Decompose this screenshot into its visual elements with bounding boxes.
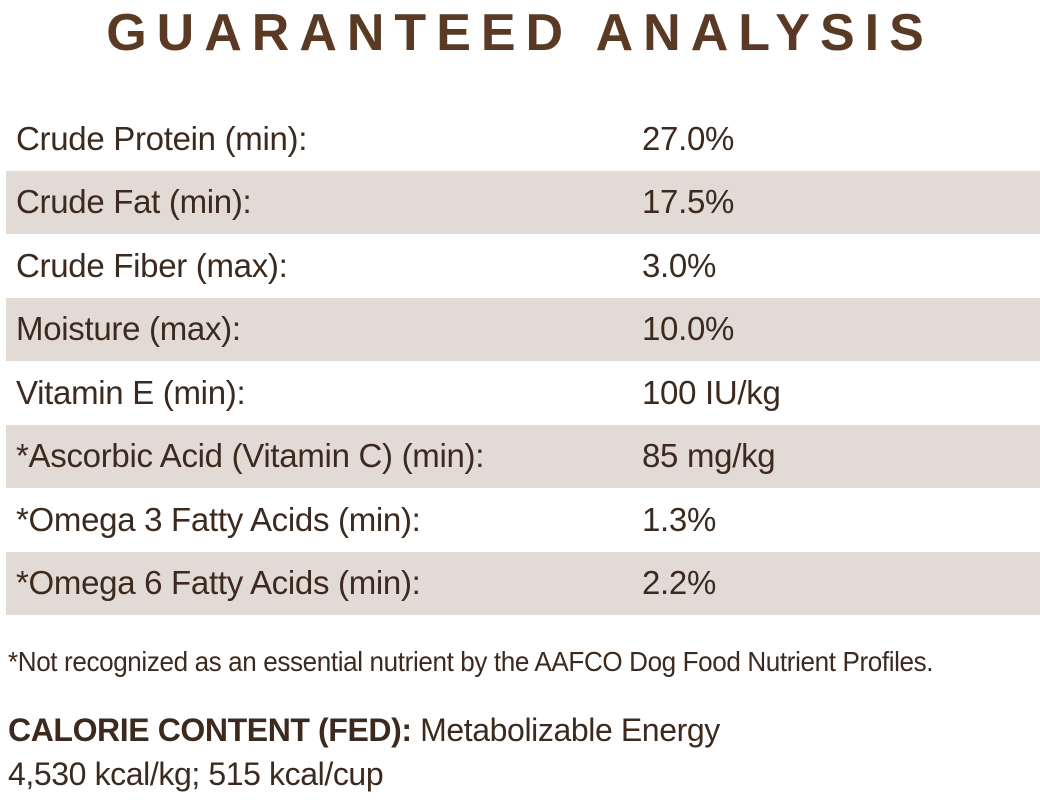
calorie-content-line: CALORIE CONTENT (FED): Metabolizable Ene… xyxy=(8,708,720,752)
nutrient-value: 1.3% xyxy=(642,500,717,538)
nutrient-label: Crude Fat (min): xyxy=(16,183,252,221)
calorie-content-heading: CALORIE CONTENT (FED): xyxy=(8,712,412,748)
nutrient-label: *Ascorbic Acid (Vitamin C) (min): xyxy=(16,437,485,475)
calorie-content-description: Metabolizable Energy xyxy=(420,712,720,748)
nutrient-value: 27.0% xyxy=(642,119,735,157)
table-row-moisture: Moisture (max): 10.0% xyxy=(6,297,1040,361)
table-row-omega-3: *Omega 3 Fatty Acids (min): 1.3% xyxy=(6,488,1040,552)
table-row-crude-fat: Crude Fat (min): 17.5% xyxy=(6,170,1040,234)
nutrient-label: Moisture (max): xyxy=(16,310,241,348)
table-row-crude-fiber: Crude Fiber (max): 3.0% xyxy=(6,234,1040,298)
table-row-ascorbic-acid: *Ascorbic Acid (Vitamin C) (min): 85 mg/… xyxy=(6,424,1040,488)
nutrient-label: *Omega 6 Fatty Acids (min): xyxy=(16,564,421,602)
table-row-vitamin-e: Vitamin E (min): 100 IU/kg xyxy=(6,361,1040,425)
nutrient-value: 2.2% xyxy=(642,564,717,602)
nutrient-label: Crude Protein (min): xyxy=(16,119,308,157)
nutrient-value: 85 mg/kg xyxy=(642,437,776,475)
page-title: GUARANTEED ANALYSIS xyxy=(106,4,934,62)
calorie-content-block: CALORIE CONTENT (FED): Metabolizable Ene… xyxy=(8,708,720,796)
aafco-footnote: *Not recognized as an essential nutrient… xyxy=(8,646,934,677)
nutrient-value: 17.5% xyxy=(642,183,735,221)
table-row-omega-6: *Omega 6 Fatty Acids (min): 2.2% xyxy=(6,551,1040,615)
nutrient-label: *Omega 3 Fatty Acids (min): xyxy=(16,500,421,538)
nutrient-value: 3.0% xyxy=(642,246,717,284)
nutrient-label: Crude Fiber (max): xyxy=(16,246,288,284)
calorie-values: 4,530 kcal/kg; 515 kcal/cup xyxy=(8,756,384,792)
analysis-table: Crude Protein (min): 27.0% Crude Fat (mi… xyxy=(6,107,1040,615)
nutrient-value: 100 IU/kg xyxy=(642,373,781,411)
nutrient-label: Vitamin E (min): xyxy=(16,373,246,411)
table-row-crude-protein: Crude Protein (min): 27.0% xyxy=(6,107,1040,171)
nutrient-value: 10.0% xyxy=(642,310,735,348)
